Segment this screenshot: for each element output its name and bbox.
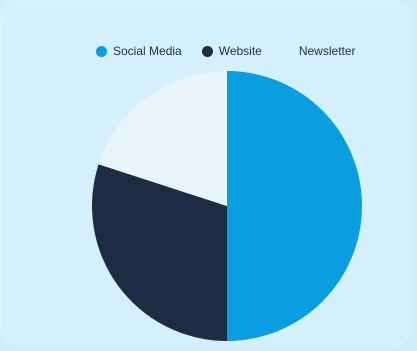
legend-swatch-website — [201, 45, 213, 57]
pie-slice-newsletter — [98, 71, 228, 206]
legend-swatch-social-media — [96, 45, 107, 57]
legend-label-newsletter: Newsletter — [298, 44, 356, 58]
legend-item-newsletter: Newsletter — [282, 44, 356, 58]
chart-legend: Social Media Website Newsletter — [96, 44, 356, 58]
chart-card: Social Media Website Newsletter — [92, 44, 362, 341]
pie-slice-social-media — [227, 71, 362, 341]
legend-label-website: Website — [218, 44, 262, 58]
pie-chart — [92, 71, 362, 341]
legend-item-website: Website — [201, 44, 262, 58]
legend-label-social-media: Social Media — [113, 44, 182, 58]
legend-item-social-media: Social Media — [96, 44, 182, 58]
pie-slice-website — [92, 164, 228, 341]
